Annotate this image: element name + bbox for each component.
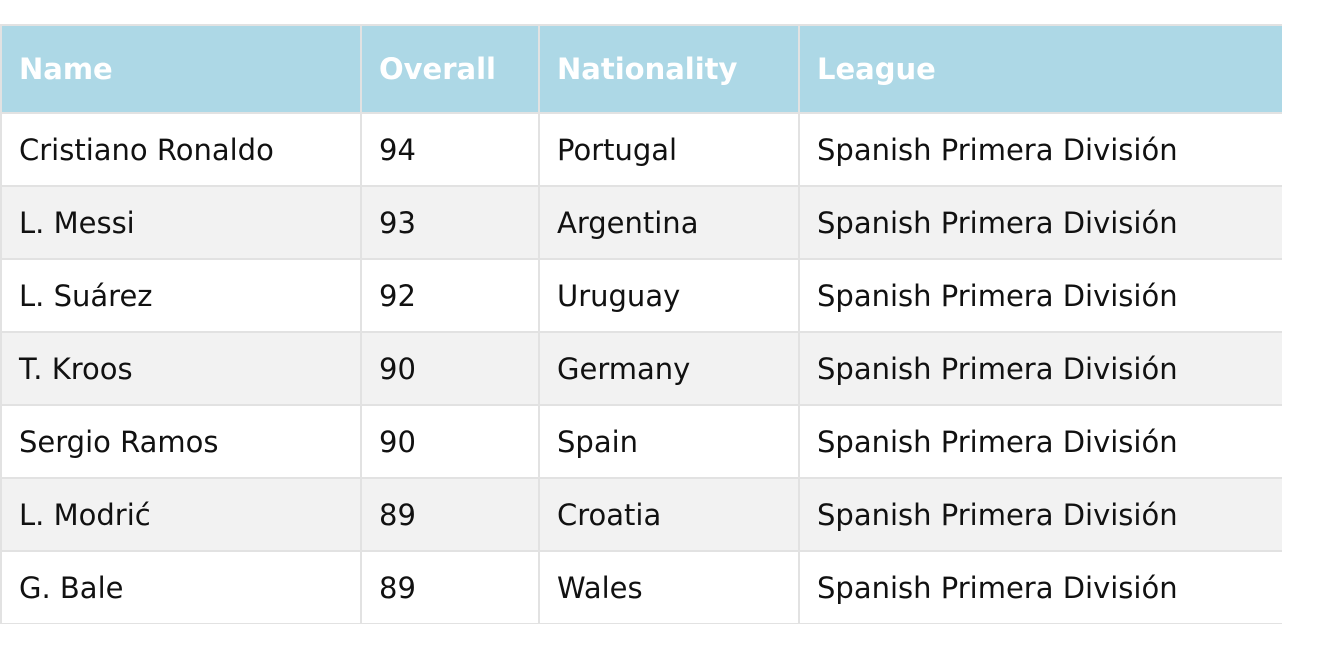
cell-league: Spanish Primera División <box>798 331 1282 406</box>
table-body: Cristiano Ronaldo 94 Portugal Spanish Pr… <box>0 112 1282 624</box>
table-header: Name Overall Nationality League <box>0 24 1282 114</box>
cell-name: L. Modrić <box>0 477 362 552</box>
table-row: Sergio Ramos 90 Spain Spanish Primera Di… <box>0 404 1282 479</box>
cell-league: Spanish Primera División <box>798 550 1282 624</box>
column-header-nationality[interactable]: Nationality <box>538 24 800 114</box>
cell-name: Cristiano Ronaldo <box>0 112 362 187</box>
cell-name: L. Messi <box>0 185 362 260</box>
players-table: Name Overall Nationality League Cristian… <box>0 24 1282 624</box>
table-row: L. Messi 93 Argentina Spanish Primera Di… <box>0 185 1282 260</box>
cell-name: G. Bale <box>0 550 362 624</box>
cell-league: Spanish Primera División <box>798 258 1282 333</box>
cell-nationality: Croatia <box>538 477 800 552</box>
cell-name: T. Kroos <box>0 331 362 406</box>
cell-nationality: Uruguay <box>538 258 800 333</box>
cell-overall: 90 <box>360 404 540 479</box>
cell-nationality: Spain <box>538 404 800 479</box>
column-header-league[interactable]: League <box>798 24 1282 114</box>
header-row: Name Overall Nationality League <box>0 24 1282 114</box>
cell-name: L. Suárez <box>0 258 362 333</box>
cell-overall: 89 <box>360 550 540 624</box>
cell-overall: 89 <box>360 477 540 552</box>
table-row: Cristiano Ronaldo 94 Portugal Spanish Pr… <box>0 112 1282 187</box>
table-row: T. Kroos 90 Germany Spanish Primera Divi… <box>0 331 1282 406</box>
cell-league: Spanish Primera División <box>798 404 1282 479</box>
cell-nationality: Germany <box>538 331 800 406</box>
table-row: L. Suárez 92 Uruguay Spanish Primera Div… <box>0 258 1282 333</box>
table-row: G. Bale 89 Wales Spanish Primera Divisió… <box>0 550 1282 624</box>
column-header-name[interactable]: Name <box>0 24 362 114</box>
cell-league: Spanish Primera División <box>798 112 1282 187</box>
cell-nationality: Wales <box>538 550 800 624</box>
cell-nationality: Portugal <box>538 112 800 187</box>
cell-overall: 94 <box>360 112 540 187</box>
cell-name: Sergio Ramos <box>0 404 362 479</box>
players-table-container: Name Overall Nationality League Cristian… <box>0 24 1282 624</box>
cell-overall: 93 <box>360 185 540 260</box>
cell-league: Spanish Primera División <box>798 185 1282 260</box>
cell-nationality: Argentina <box>538 185 800 260</box>
cell-league: Spanish Primera División <box>798 477 1282 552</box>
cell-overall: 90 <box>360 331 540 406</box>
column-header-overall[interactable]: Overall <box>360 24 540 114</box>
cell-overall: 92 <box>360 258 540 333</box>
table-row: L. Modrić 89 Croatia Spanish Primera Div… <box>0 477 1282 552</box>
